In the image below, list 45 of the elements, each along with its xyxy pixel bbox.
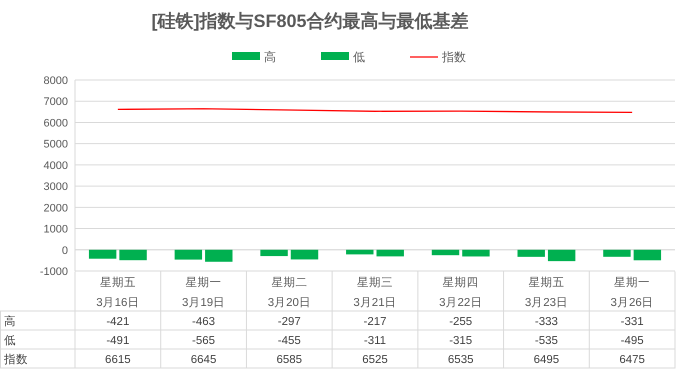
data-label: 6475 — [619, 354, 645, 366]
y-tick-label: 5000 — [44, 138, 68, 151]
x-tick-label: 星期五 3月23日 — [524, 276, 568, 309]
text: 低 — [4, 335, 16, 347]
data-label: -463 — [192, 316, 216, 328]
legend-label: 低 — [353, 50, 365, 64]
y-tick-label: 6000 — [44, 117, 68, 130]
text: 指数 — [4, 354, 28, 366]
data-label: 6535 — [448, 354, 474, 366]
data-label: 6645 — [190, 354, 216, 366]
text: 高 — [4, 316, 16, 328]
data-label: 6525 — [362, 354, 388, 366]
y-tick-label: 8000 — [44, 75, 68, 87]
data-label: -421 — [106, 316, 130, 328]
x-tick-label: 星期四 3月22日 — [439, 276, 482, 309]
data-label: -491 — [106, 335, 130, 347]
x-tick-label: 星期一 3月26日 — [610, 276, 654, 309]
y-tick-label: 0 — [62, 244, 68, 257]
data-label: 6585 — [276, 354, 302, 366]
x-tick-label: 星期五 3月16日 — [96, 276, 140, 309]
x-tick-label: 星期三 3月21日 — [353, 276, 397, 309]
y-tick-label: 1000 — [44, 224, 68, 236]
data-label: -315 — [449, 335, 472, 347]
data-label: -495 — [620, 335, 644, 347]
data-label: -331 — [620, 316, 644, 328]
data-label: -565 — [192, 335, 216, 347]
y-tick-label: 7000 — [44, 96, 68, 108]
legend-label: 高 — [264, 50, 276, 64]
legend-label: 指数 — [441, 50, 466, 64]
y-tick-label: 4000 — [44, 160, 68, 172]
y-tick-label: 2000 — [44, 202, 68, 214]
x-tick-label: 星期二 3月20日 — [268, 276, 311, 309]
data-label: -311 — [364, 335, 386, 347]
chart-title: [硅铁]指数与SF805合约最高与最低基差 — [151, 11, 469, 31]
y-tick-label: 3000 — [44, 181, 68, 194]
data-label: 6495 — [534, 354, 560, 366]
data-label: -297 — [278, 316, 301, 328]
data-label: -455 — [278, 335, 301, 347]
data-label: -333 — [534, 316, 558, 328]
data-label: -535 — [534, 335, 558, 347]
data-label: -255 — [449, 316, 472, 328]
data-label: 6615 — [105, 354, 131, 366]
x-tick-label: 星期一 3月19日 — [182, 276, 226, 309]
data-label: -217 — [363, 316, 387, 328]
y-tick-label: -1000 — [40, 266, 68, 278]
